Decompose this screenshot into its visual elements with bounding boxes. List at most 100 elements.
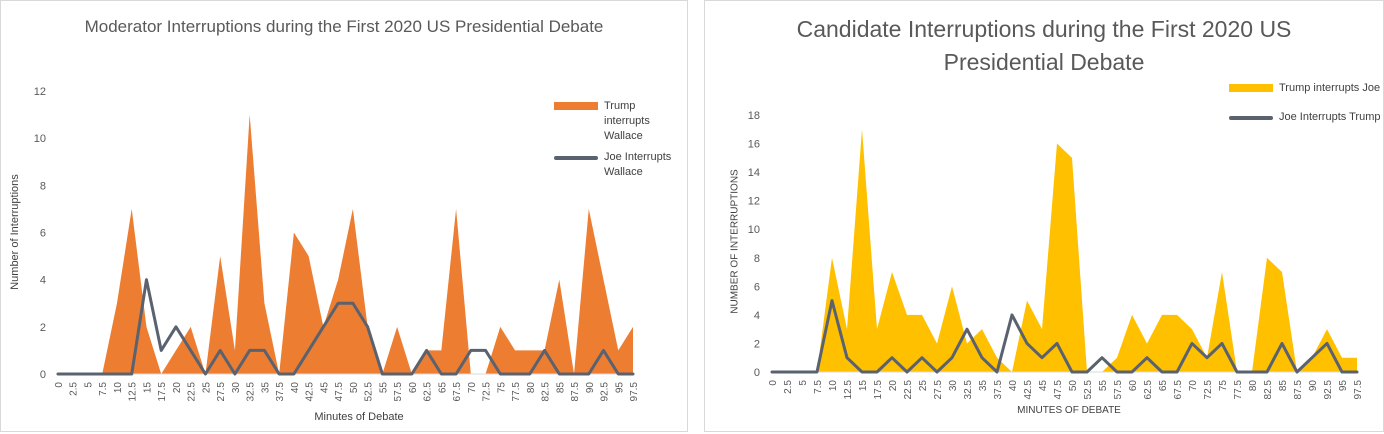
x-axis-title: Minutes of Debate: [314, 411, 404, 423]
x-tick-label: 27.5: [216, 382, 227, 402]
legend-label-joe: Joe Interrupts Trump: [1279, 111, 1381, 123]
x-tick-label: 12.5: [128, 382, 139, 402]
x-tick-label: 20: [888, 380, 899, 392]
x-tick-label: 40: [290, 382, 301, 394]
x-tick-label: 25: [201, 382, 212, 394]
legend-item-joe: Joe Interrupts Wallace: [554, 150, 684, 180]
x-tick-label: 27.5: [933, 380, 944, 400]
legend-item-joe: Joe Interrupts Trump: [1229, 110, 1383, 125]
y-tick-label: 0: [40, 369, 46, 381]
x-tick-label: 10: [113, 382, 124, 394]
x-tick-label: 90: [585, 382, 596, 394]
x-tick-label: 17.5: [873, 380, 884, 400]
x-tick-label: 57.5: [393, 382, 404, 402]
x-tick-label: 22.5: [187, 382, 198, 402]
x-tick-label: 92.5: [1323, 380, 1334, 400]
y-tick-label: 10: [34, 133, 46, 145]
x-tick-label: 57.5: [1113, 380, 1124, 400]
x-tick-label: 60: [1128, 380, 1139, 392]
y-tick-label: 0: [754, 367, 760, 379]
x-tick-label: 85: [1278, 380, 1289, 392]
x-tick-label: 77.5: [511, 382, 522, 402]
x-tick-label: 70: [1188, 380, 1199, 392]
y-tick-label: 18: [748, 110, 760, 122]
x-tick-label: 65: [437, 382, 448, 394]
x-tick-label: 95: [1338, 380, 1349, 392]
x-tick-label: 0: [768, 380, 779, 386]
x-tick-label: 7.5: [813, 380, 824, 394]
line-series-joe: [56, 278, 635, 376]
x-tick-label: 85: [555, 382, 566, 394]
y-tick-label: 6: [754, 281, 760, 293]
x-tick-label: 82.5: [1263, 380, 1274, 400]
area-series-trump: [772, 129, 1357, 372]
x-tick-label: 20: [172, 382, 183, 394]
x-tick-label: 80: [526, 382, 537, 394]
x-tick-label: 32.5: [246, 382, 257, 402]
legend-label-trump: Trump interrupts Wallace: [604, 100, 650, 142]
x-tick-label: 72.5: [1203, 380, 1214, 400]
x-tick-label: 42.5: [1023, 380, 1034, 400]
x-tick-label: 5: [83, 382, 94, 388]
legend: Trump interrupts Wallace Joe Interrupts …: [554, 99, 684, 186]
x-tick-label: 62.5: [423, 382, 434, 402]
x-tick-label: 65: [1158, 380, 1169, 392]
x-tick-label: 75: [496, 382, 507, 394]
x-tick-label: 87.5: [570, 382, 581, 402]
legend-swatch-trump: [554, 102, 598, 110]
y-tick-label: 8: [754, 253, 760, 265]
x-tick-label: 55: [378, 382, 389, 394]
x-tick-label: 37.5: [993, 380, 1004, 400]
y-tick-label: 2: [40, 322, 46, 334]
y-tick-label: 6: [40, 228, 46, 240]
line-series-joe: [770, 299, 1359, 374]
x-tick-label: 55: [1098, 380, 1109, 392]
y-tick-label: 12: [34, 86, 46, 98]
x-tick-label: 60: [408, 382, 419, 394]
legend-swatch-joe: [554, 156, 598, 160]
x-tick-label: 17.5: [157, 382, 168, 402]
x-tick-label: 97.5: [1353, 380, 1364, 400]
x-tick-label: 92.5: [600, 382, 611, 402]
x-tick-label: 67.5: [1173, 380, 1184, 400]
legend-swatch-joe: [1229, 116, 1273, 120]
x-tick-label: 12.5: [843, 380, 854, 400]
x-tick-label: 70: [467, 382, 478, 394]
y-tick-label: 14: [748, 167, 760, 179]
x-tick-label: 42.5: [305, 382, 316, 402]
x-tick-label: 37.5: [275, 382, 286, 402]
y-tick-label: 4: [40, 275, 46, 287]
legend-label-trump: Trump interrupts Joe: [1279, 82, 1381, 94]
x-tick-label: 62.5: [1143, 380, 1154, 400]
x-tick-label: 95: [614, 382, 625, 394]
x-tick-label: 47.5: [334, 382, 345, 402]
x-tick-label: 15: [858, 380, 869, 392]
x-tick-label: 35: [260, 382, 271, 394]
y-axis-title: Number of Interruptions: [9, 174, 21, 290]
y-tick-label: 10: [748, 224, 760, 236]
legend-item-trump: Trump interrupts Wallace: [554, 99, 684, 144]
legend: Trump interrupts Joe Joe Interrupts Trum…: [1229, 81, 1383, 131]
x-tick-label: 30: [231, 382, 242, 394]
x-tick-label: 50: [349, 382, 360, 394]
x-tick-label: 7.5: [98, 382, 109, 396]
x-tick-label: 47.5: [1053, 380, 1064, 400]
moderator-chart-panel: Moderator Interruptions during the First…: [0, 0, 688, 432]
x-tick-label: 97.5: [629, 382, 640, 402]
candidate-chart-panel: Candidate Interruptions during the First…: [704, 0, 1384, 432]
x-tick-label: 2.5: [783, 380, 794, 394]
x-tick-label: 0: [54, 382, 65, 388]
chart-title: Candidate Interruptions during the First…: [796, 16, 1292, 75]
y-axis-title: NUMBER OF INTERRUPTIONS: [729, 169, 741, 314]
x-tick-label: 40: [1008, 380, 1019, 392]
chart-title: Moderator Interruptions during the First…: [84, 17, 604, 36]
x-tick-label: 15: [142, 382, 153, 394]
area-series-trump: [58, 114, 633, 374]
x-tick-label: 25: [918, 380, 929, 392]
x-tick-label: 32.5: [963, 380, 974, 400]
y-tick-label: 8: [40, 180, 46, 192]
y-tick-label: 2: [754, 338, 760, 350]
x-axis-title: MINUTES OF DEBATE: [1017, 405, 1121, 416]
x-tick-label: 82.5: [541, 382, 552, 402]
